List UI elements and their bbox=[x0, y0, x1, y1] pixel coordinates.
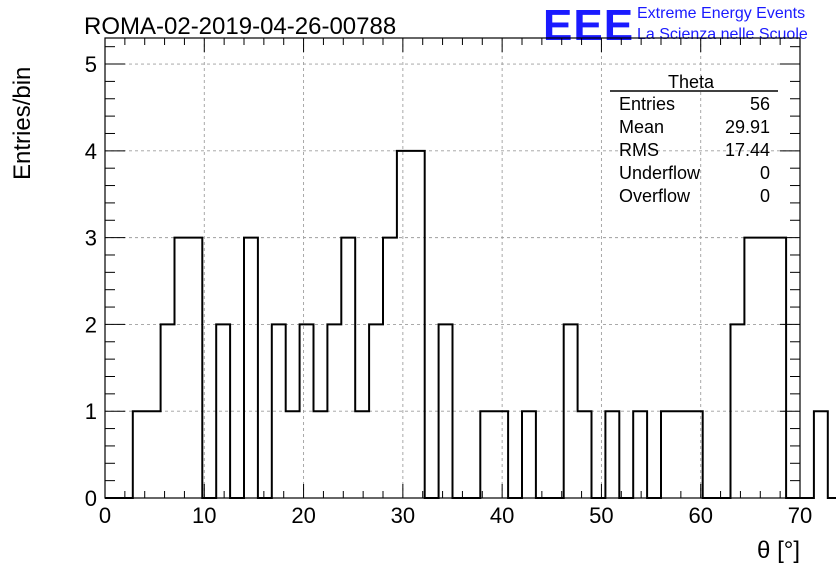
stats-value: 17.44 bbox=[725, 140, 770, 160]
x-axis-title: θ [°] bbox=[757, 537, 800, 564]
y-tick-label: 4 bbox=[85, 139, 97, 164]
histogram-bin bbox=[314, 411, 328, 498]
x-tick-label: 70 bbox=[788, 503, 812, 528]
x-tick-label: 50 bbox=[589, 503, 613, 528]
histogram-bin bbox=[286, 411, 300, 498]
histogram-bin bbox=[147, 411, 161, 498]
histogram-bin bbox=[175, 238, 189, 498]
histogram-bin bbox=[814, 411, 828, 498]
histogram-bin bbox=[522, 411, 536, 498]
histogram-bin bbox=[772, 238, 786, 498]
stats-value: 29.91 bbox=[725, 117, 770, 137]
x-tick-label: 30 bbox=[391, 503, 415, 528]
stats-rows: Entries 56 Mean 29.91 RMS 17.44 Underflow 0 Over… bbox=[619, 94, 770, 206]
histogram-outline bbox=[105, 149, 836, 499]
stats-value: 56 bbox=[750, 94, 770, 114]
histogram-bin bbox=[133, 411, 147, 498]
x-tick-label: 20 bbox=[291, 503, 315, 528]
histogram-bin bbox=[244, 238, 258, 498]
histogram-bin bbox=[758, 238, 772, 498]
histogram-bin bbox=[744, 238, 758, 498]
x-tick-labels: 0 10 20 30 40 50 60 70 bbox=[99, 503, 812, 528]
y-tick-label: 1 bbox=[85, 399, 97, 424]
eee-logo: EEE Extreme Energy Events La Scienza nel… bbox=[543, 1, 808, 50]
histogram-bin bbox=[355, 411, 369, 498]
y-tick-label: 3 bbox=[85, 226, 97, 251]
chart-title: ROMA-02-2019-04-26-00788 bbox=[84, 13, 396, 40]
x-tick-label: 60 bbox=[688, 503, 712, 528]
plot-frame bbox=[104, 37, 801, 499]
histogram-bin bbox=[383, 238, 397, 498]
histogram-line bbox=[105, 149, 836, 499]
histogram-bin bbox=[633, 411, 647, 498]
y-axis-title: Entries/bin bbox=[9, 67, 36, 180]
axis-ticks bbox=[104, 38, 801, 499]
histogram-bin bbox=[675, 411, 689, 498]
logo-line2: La Scienza nelle Scuole bbox=[637, 26, 808, 43]
y-tick-label: 5 bbox=[85, 52, 97, 77]
histogram-bin bbox=[397, 151, 411, 498]
histogram-bin bbox=[439, 324, 453, 498]
histogram-bin bbox=[605, 411, 619, 498]
y-tick-label: 0 bbox=[85, 486, 97, 511]
stats-value: 0 bbox=[760, 186, 770, 206]
logo-line1: Extreme Energy Events bbox=[637, 5, 805, 22]
stats-label: RMS bbox=[619, 140, 659, 160]
stats-value: 0 bbox=[760, 163, 770, 183]
x-tick-label: 10 bbox=[192, 503, 216, 528]
histogram-bin bbox=[480, 411, 494, 498]
x-tick-label: 0 bbox=[99, 503, 111, 528]
histogram-bin bbox=[578, 411, 592, 498]
stats-label: Mean bbox=[619, 117, 664, 137]
y-tick-label: 2 bbox=[85, 312, 97, 337]
stats-label: Overflow bbox=[619, 186, 691, 206]
stats-label: Underflow bbox=[619, 163, 701, 183]
histogram-bin bbox=[188, 238, 202, 498]
stats-title: Theta bbox=[668, 72, 715, 92]
stats-box: Theta Entries 56 Mean 29.91 RMS 17.44 Underflo… bbox=[610, 72, 778, 206]
histogram-bin bbox=[216, 324, 230, 498]
logo-mark: EEE bbox=[543, 1, 634, 50]
histogram-bin bbox=[661, 411, 675, 498]
histogram-bin bbox=[494, 411, 508, 498]
stats-label: Entries bbox=[619, 94, 675, 114]
histogram-bin bbox=[341, 238, 355, 498]
x-tick-label: 40 bbox=[490, 503, 514, 528]
y-tick-labels: 0 1 2 3 4 5 bbox=[85, 52, 97, 511]
